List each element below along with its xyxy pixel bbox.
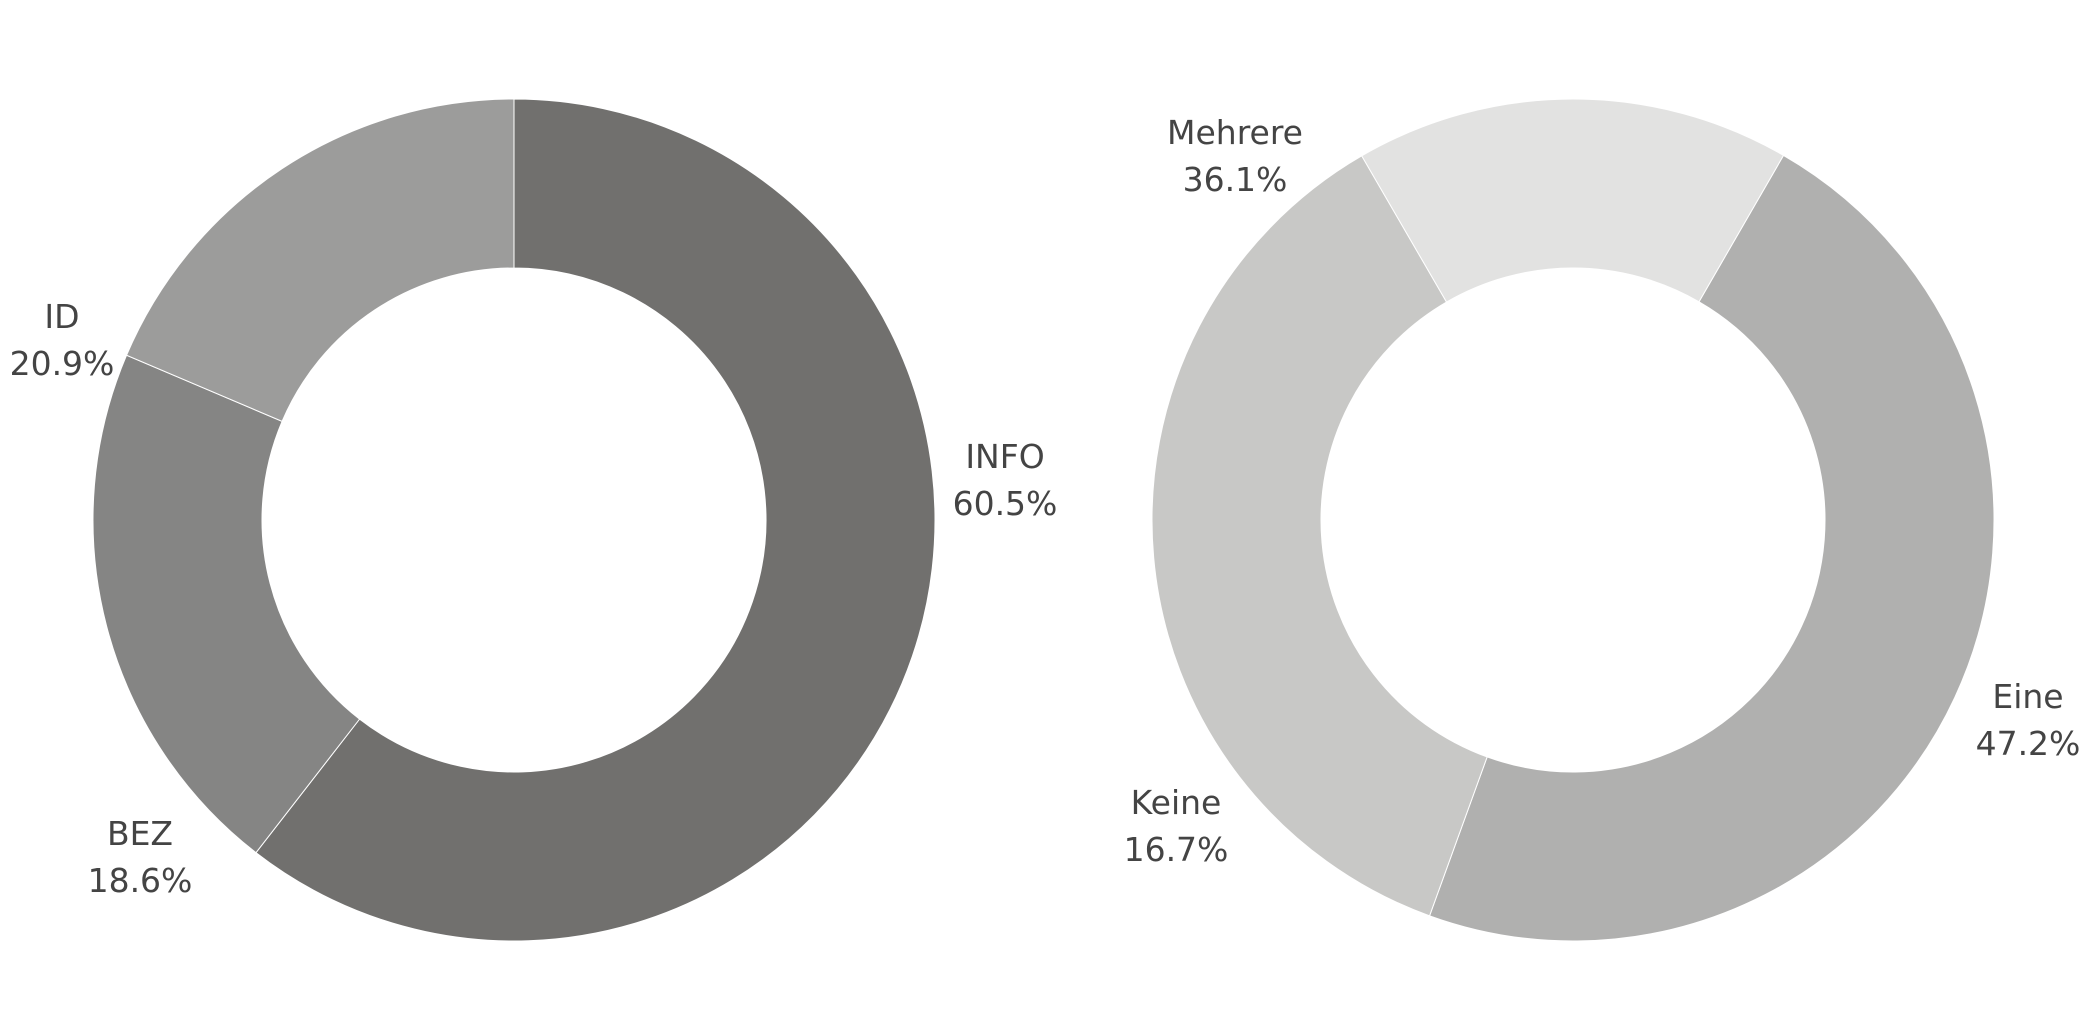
slice-value-label-info: 60.5% [953,484,1058,523]
donut-slice-bez [125,98,515,423]
slice-value-label-id: 20.9% [10,344,115,383]
slice-value-label-mehrere: 36.1% [1183,160,1288,199]
slice-category-label-info: INFO [965,437,1044,476]
slice-category-label-bez: BEZ [107,814,173,853]
slice-value-label-bez: 18.6% [88,861,193,900]
donut-slice-mehrere [1151,155,1488,917]
donut-slice-info [255,98,936,942]
slice-category-label-eine: Eine [1992,677,2063,716]
slice-category-label-keine: Keine [1131,783,1222,822]
slice-value-label-eine: 47.2% [1976,724,2081,763]
donut-slice-id [92,354,361,854]
slice-category-label-id: ID [44,297,79,336]
slice-value-label-keine: 16.7% [1124,830,1229,869]
donut-slice-keine [1361,98,1785,303]
slice-category-label-mehrere: Mehrere [1167,113,1303,152]
donut-slice-eine [1428,154,1995,942]
